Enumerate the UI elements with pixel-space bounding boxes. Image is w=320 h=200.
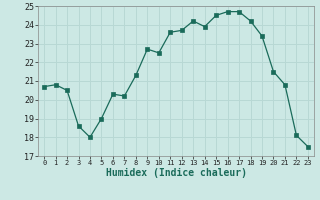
X-axis label: Humidex (Indice chaleur): Humidex (Indice chaleur) [106, 168, 246, 178]
